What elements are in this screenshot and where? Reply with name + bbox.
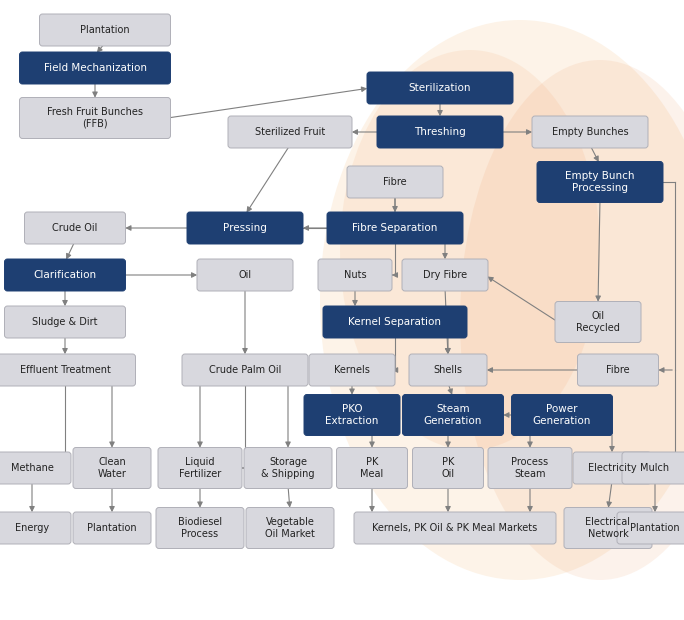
Text: Kernels: Kernels	[334, 365, 370, 375]
Text: Dry Fibre: Dry Fibre	[423, 270, 467, 280]
FancyBboxPatch shape	[5, 259, 125, 291]
FancyBboxPatch shape	[337, 448, 408, 489]
Text: PK
Oil: PK Oil	[441, 457, 455, 479]
FancyBboxPatch shape	[228, 116, 352, 148]
Ellipse shape	[460, 60, 684, 580]
Text: Sterilized Fruit: Sterilized Fruit	[255, 127, 325, 137]
FancyBboxPatch shape	[488, 448, 572, 489]
Text: Pressing: Pressing	[223, 223, 267, 233]
Text: Fibre Separation: Fibre Separation	[352, 223, 438, 233]
Text: Sludge & Dirt: Sludge & Dirt	[32, 317, 98, 327]
FancyBboxPatch shape	[5, 306, 125, 338]
FancyBboxPatch shape	[537, 161, 663, 203]
FancyBboxPatch shape	[323, 306, 467, 338]
Text: Clarification: Clarification	[34, 270, 96, 280]
Text: Threshing: Threshing	[414, 127, 466, 137]
FancyBboxPatch shape	[327, 212, 463, 244]
Text: Fresh Fruit Bunches
(FFB): Fresh Fruit Bunches (FFB)	[47, 107, 143, 129]
Text: Process
Steam: Process Steam	[512, 457, 549, 479]
FancyBboxPatch shape	[354, 512, 556, 544]
FancyBboxPatch shape	[512, 394, 612, 435]
FancyBboxPatch shape	[73, 448, 151, 489]
Text: Methane: Methane	[10, 463, 53, 473]
FancyBboxPatch shape	[158, 448, 242, 489]
FancyBboxPatch shape	[617, 512, 684, 544]
Text: Mulch: Mulch	[640, 463, 670, 473]
Text: Shells: Shells	[434, 365, 462, 375]
FancyBboxPatch shape	[577, 354, 659, 386]
FancyBboxPatch shape	[402, 259, 488, 291]
Text: Crude Oil: Crude Oil	[52, 223, 98, 233]
FancyBboxPatch shape	[25, 212, 125, 244]
Text: Field Mechanization: Field Mechanization	[44, 63, 146, 73]
Text: Oil: Oil	[239, 270, 252, 280]
FancyBboxPatch shape	[622, 452, 684, 484]
FancyBboxPatch shape	[573, 452, 651, 484]
Text: Electricity: Electricity	[588, 463, 636, 473]
FancyBboxPatch shape	[20, 52, 170, 84]
Text: Biodiesel
Process: Biodiesel Process	[178, 517, 222, 539]
Text: Liquid
Fertilizer: Liquid Fertilizer	[179, 457, 221, 479]
Text: Kernel Separation: Kernel Separation	[349, 317, 441, 327]
FancyBboxPatch shape	[244, 448, 332, 489]
FancyBboxPatch shape	[197, 259, 293, 291]
Text: Storage
& Shipping: Storage & Shipping	[261, 457, 315, 479]
Text: Electrical
Network: Electrical Network	[586, 517, 631, 539]
Text: Plantation: Plantation	[630, 523, 680, 533]
Text: Energy: Energy	[15, 523, 49, 533]
FancyBboxPatch shape	[377, 116, 503, 148]
Text: Nuts: Nuts	[343, 270, 367, 280]
FancyBboxPatch shape	[555, 301, 641, 342]
Text: PKO
Extraction: PKO Extraction	[326, 404, 379, 426]
FancyBboxPatch shape	[187, 212, 303, 244]
Text: Fibre: Fibre	[383, 177, 407, 187]
Text: Empty Bunches: Empty Bunches	[552, 127, 629, 137]
FancyBboxPatch shape	[412, 448, 484, 489]
Text: Oil
Recycled: Oil Recycled	[576, 311, 620, 333]
Text: Crude Palm Oil: Crude Palm Oil	[209, 365, 281, 375]
FancyBboxPatch shape	[182, 354, 308, 386]
Text: Effluent Treatment: Effluent Treatment	[20, 365, 110, 375]
FancyBboxPatch shape	[367, 72, 513, 104]
Ellipse shape	[340, 50, 600, 450]
Text: Steam
Generation: Steam Generation	[424, 404, 482, 426]
Text: Power
Generation: Power Generation	[533, 404, 591, 426]
Text: Empty Bunch
Processing: Empty Bunch Processing	[565, 171, 635, 193]
Text: Clean
Water: Clean Water	[98, 457, 127, 479]
FancyBboxPatch shape	[347, 166, 443, 198]
Text: Sterilization: Sterilization	[409, 83, 471, 93]
FancyBboxPatch shape	[156, 508, 244, 549]
FancyBboxPatch shape	[0, 512, 71, 544]
Ellipse shape	[320, 20, 684, 580]
Text: PK
Meal: PK Meal	[360, 457, 384, 479]
Text: Vegetable
Oil Market: Vegetable Oil Market	[265, 517, 315, 539]
FancyBboxPatch shape	[532, 116, 648, 148]
FancyBboxPatch shape	[40, 14, 170, 46]
FancyBboxPatch shape	[20, 97, 170, 138]
FancyBboxPatch shape	[318, 259, 392, 291]
FancyBboxPatch shape	[564, 508, 652, 549]
FancyBboxPatch shape	[73, 512, 151, 544]
FancyBboxPatch shape	[409, 354, 487, 386]
Text: Plantation: Plantation	[80, 25, 130, 35]
FancyBboxPatch shape	[402, 394, 503, 435]
Text: Fibre: Fibre	[606, 365, 630, 375]
FancyBboxPatch shape	[0, 354, 135, 386]
Text: Plantation: Plantation	[87, 523, 137, 533]
FancyBboxPatch shape	[309, 354, 395, 386]
Text: Kernels, PK Oil & PK Meal Markets: Kernels, PK Oil & PK Meal Markets	[372, 523, 538, 533]
FancyBboxPatch shape	[304, 394, 400, 435]
FancyBboxPatch shape	[246, 508, 334, 549]
FancyBboxPatch shape	[0, 452, 71, 484]
